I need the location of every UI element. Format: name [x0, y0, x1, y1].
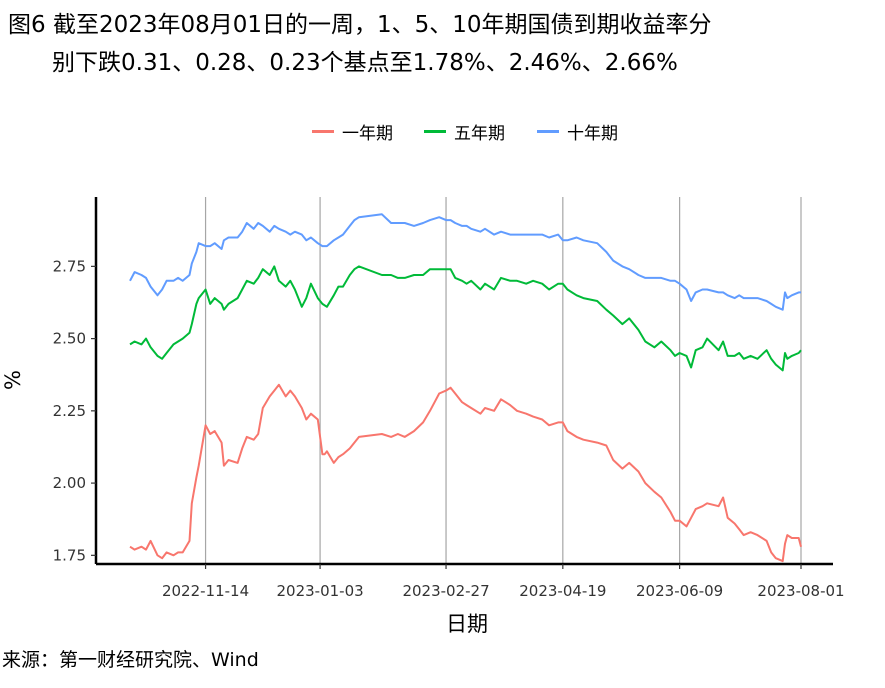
series-lines — [129, 213, 802, 563]
y-tick-label: 1.75 — [53, 546, 86, 564]
y-axis-title: % — [1, 370, 25, 390]
chart-title-line-2: 别下跌0.31、0.28、0.23个基点至1.78%、2.46%、2.66% — [52, 50, 678, 76]
x-tick-label: 2023-01-03 — [276, 582, 363, 600]
legend-label-1y: 一年期 — [342, 123, 393, 144]
legend-item-5y: 五年期 — [424, 116, 505, 146]
gridlines — [204, 197, 802, 564]
x-tick-label: 2023-04-19 — [519, 582, 606, 600]
legend-swatch-10y — [537, 129, 559, 133]
y-ticks: 1.75 2.00 2.25 2.50 2.75 — [53, 257, 96, 564]
y-tick-label: 2.50 — [53, 330, 86, 348]
y-tick-label: 2.75 — [53, 257, 86, 275]
legend-label-5y: 五年期 — [454, 123, 505, 144]
chart-legend: 一年期 五年期 十年期 — [0, 116, 885, 146]
legend-label-10y: 十年期 — [567, 123, 618, 144]
x-tick-label: 2023-08-01 — [757, 582, 844, 600]
x-ticks: 2022-11-14 2023-01-03 2023-02-27 2023-04-19… — [162, 564, 845, 600]
y-tick-label: 2.00 — [53, 474, 86, 492]
axes — [94, 197, 833, 566]
legend-item-10y: 十年期 — [537, 116, 618, 146]
legend-item-1y: 一年期 — [312, 116, 393, 146]
chart-title-line-1: 图6 截至2023年08月01日的一周，1、5、10年期国债到期收益率分 — [8, 12, 712, 38]
x-tick-label: 2022-11-14 — [162, 582, 249, 600]
legend-swatch-1y — [312, 129, 334, 133]
series-line-5y — [129, 265, 802, 372]
y-tick-label: 2.25 — [53, 402, 86, 420]
series-line-1y — [129, 383, 802, 563]
x-axis-title: 日期 — [446, 612, 488, 636]
x-tick-label: 2023-02-27 — [402, 582, 489, 600]
chart-title: 图6 截至2023年08月01日的一周，1、5、10年期国债到期收益率分 别下跌… — [8, 6, 880, 82]
x-tick-label: 2023-06-09 — [636, 582, 723, 600]
source-note: 来源：第一财经研究院、Wind — [2, 649, 259, 671]
series-line-10y — [129, 213, 801, 311]
legend-swatch-5y — [424, 129, 446, 133]
